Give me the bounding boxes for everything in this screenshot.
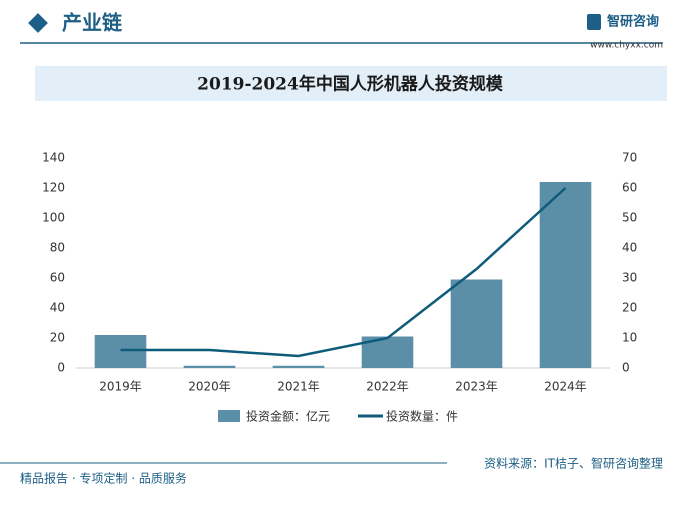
legend-label: 投资数量：件 [386,409,458,424]
line [120,187,567,358]
title-band [35,66,667,101]
legend-label: 投资金额：亿元 [246,409,330,424]
header-title: 产业链 [62,11,123,35]
bar [183,365,236,368]
y-tick-label: 120 [42,181,65,195]
y2-tick-label: 0 [622,361,630,375]
logo-url: www.chyxx.com [590,41,663,51]
y2-tick-label: 60 [622,181,637,195]
y2-tick-label: 10 [622,331,637,345]
y2-tick-label: 30 [622,271,637,285]
x-tick-label: 2019年 [99,380,142,394]
logo-icon [587,14,601,30]
footer-tagline: 精品报告 · 专项定制 · 品质服务 [20,471,187,486]
bar [272,365,325,368]
plot: 0 20 40 60 80 100 120 140 0 10 20 30 40 50 60 70 2019年 20… [42,151,637,424]
y2-tick-label: 40 [622,241,637,255]
logo-text: 智研咨询 [607,14,659,30]
y-tick-label: 80 [50,241,65,255]
y-tick-label: 140 [42,151,65,165]
y2-tick-label: 70 [622,151,637,165]
y2-tick-label: 20 [622,301,637,315]
x-tick-label: 2020年 [188,380,231,394]
bar [539,182,592,368]
bar [450,279,503,368]
y-tick-label: 20 [50,331,65,345]
x-tick-label: 2023年 [455,380,498,394]
y-tick-label: 60 [50,271,65,285]
x-tick-label: 2022年 [366,380,409,394]
y-tick-label: 40 [50,301,65,315]
bar [94,335,147,368]
footer-source: 资料来源：IT桔子、智研咨询整理 [484,456,663,471]
x-tick-label: 2024年 [544,380,587,394]
x-tick-label: 2021年 [277,380,320,394]
y-tick-label: 0 [57,361,65,375]
y-tick-label: 100 [42,211,65,225]
chart-title: 2019-2024年中国人形机器人投资规模 [197,74,504,95]
y2-tick-label: 50 [622,211,637,225]
legend-swatch [218,410,240,422]
